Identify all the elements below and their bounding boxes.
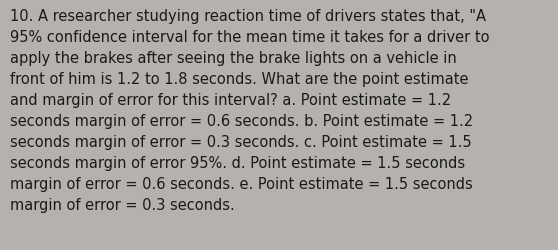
Text: 10. A researcher studying reaction time of drivers states that, "A
95% confidenc: 10. A researcher studying reaction time … [10, 9, 489, 212]
